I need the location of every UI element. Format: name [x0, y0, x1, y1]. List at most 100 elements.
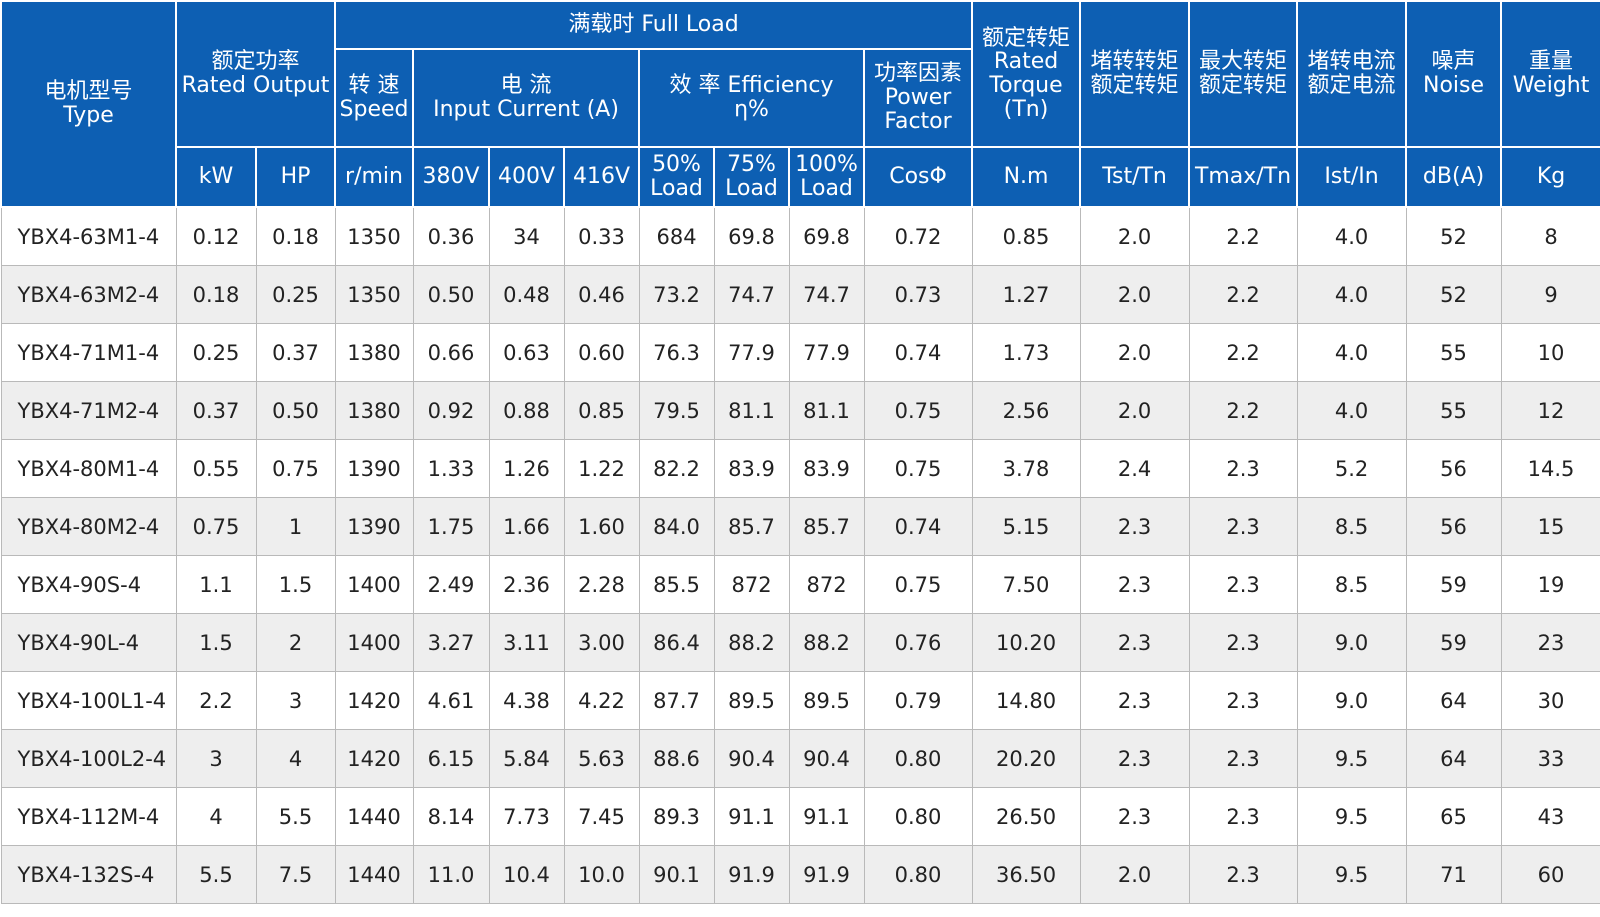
cell-noise: 52: [1405, 265, 1502, 324]
cell-noise: 56: [1405, 497, 1502, 556]
cell-ist-in: 9.0: [1296, 613, 1407, 672]
cell-weight: 19: [1500, 555, 1600, 614]
cell-eff-100: 69.8: [788, 206, 865, 266]
unit-ist-in: Ist/In: [1296, 146, 1408, 208]
cell-tst-tn: 2.0: [1079, 265, 1190, 324]
cell-current-400v: 1.66: [488, 497, 565, 556]
cell-rated-torque: 20.20: [971, 729, 1081, 788]
cell-hp: 0.75: [255, 439, 336, 498]
cell-tmax-tn: 2.2: [1188, 206, 1298, 266]
cell-model: YBX4-90L-4: [0, 613, 177, 672]
cell-tmax-tn: 2.2: [1188, 265, 1298, 324]
table-row: YBX4-80M1-4 0.55 0.75 1390 1.33 1.26 1.22 82.2 8…: [0, 439, 1600, 498]
cell-weight: 60: [1500, 845, 1600, 904]
cell-eff-50: 84.0: [638, 497, 715, 556]
cell-weight: 10: [1500, 323, 1600, 382]
cell-rated-torque: 7.50: [971, 555, 1081, 614]
cell-eff-50: 85.5: [638, 555, 715, 614]
cell-tst-tn: 2.3: [1079, 671, 1190, 730]
cell-eff-50: 86.4: [638, 613, 715, 672]
cell-eff-100: 872: [788, 555, 865, 614]
cell-kw: 0.18: [175, 265, 257, 324]
cell-current-416v: 4.22: [563, 671, 640, 730]
cell-power-factor: 0.74: [863, 323, 973, 382]
cell-eff-75: 69.8: [713, 206, 790, 266]
cell-ist-in: 5.2: [1296, 439, 1407, 498]
cell-current-400v: 5.84: [488, 729, 565, 788]
cell-rated-torque: 0.85: [971, 206, 1081, 266]
cell-weight: 33: [1500, 729, 1600, 788]
cell-ist-in: 9.0: [1296, 671, 1407, 730]
cell-power-factor: 0.75: [863, 381, 973, 440]
cell-eff-75: 74.7: [713, 265, 790, 324]
unit-kg: Kg: [1500, 146, 1600, 208]
cell-power-factor: 0.72: [863, 206, 973, 266]
table-row: YBX4-100L1-4 2.2 3 1420 4.61 4.38 4.22 87.7 89.5…: [0, 671, 1600, 730]
cell-current-380v: 4.61: [412, 671, 490, 730]
cell-rated-torque: 26.50: [971, 787, 1081, 846]
unit-tmax-tn: Tmax/Tn: [1188, 146, 1299, 208]
cell-noise: 59: [1405, 555, 1502, 614]
cell-hp: 2: [255, 613, 336, 672]
cell-eff-100: 77.9: [788, 323, 865, 382]
cell-noise: 65: [1405, 787, 1502, 846]
cell-current-380v: 2.49: [412, 555, 490, 614]
cell-speed: 1350: [334, 265, 414, 324]
cell-power-factor: 0.79: [863, 671, 973, 730]
table-row: YBX4-71M2-4 0.37 0.50 1380 0.92 0.88 0.85 79.5 8…: [0, 381, 1600, 440]
cell-weight: 8: [1500, 206, 1600, 266]
cell-kw: 0.37: [175, 381, 257, 440]
cell-eff-100: 91.1: [788, 787, 865, 846]
cell-rated-torque: 1.73: [971, 323, 1081, 382]
cell-current-416v: 0.46: [563, 265, 640, 324]
cell-weight: 12: [1500, 381, 1600, 440]
cell-noise: 52: [1405, 206, 1502, 266]
cell-eff-50: 73.2: [638, 265, 715, 324]
cell-eff-75: 91.9: [713, 845, 790, 904]
cell-current-380v: 0.50: [412, 265, 490, 324]
cell-noise: 64: [1405, 671, 1502, 730]
unit-400v: 400V: [488, 146, 566, 208]
cell-current-380v: 1.33: [412, 439, 490, 498]
unit-dba: dB(A): [1405, 146, 1503, 208]
cell-eff-75: 83.9: [713, 439, 790, 498]
cell-current-416v: 3.00: [563, 613, 640, 672]
cell-tmax-tn: 2.2: [1188, 323, 1298, 382]
cell-speed: 1380: [334, 381, 414, 440]
cell-hp: 0.37: [255, 323, 336, 382]
cell-current-400v: 2.36: [488, 555, 565, 614]
cell-model: YBX4-63M1-4: [0, 206, 177, 266]
cell-eff-100: 90.4: [788, 729, 865, 788]
cell-current-400v: 10.4: [488, 845, 565, 904]
cell-rated-torque: 3.78: [971, 439, 1081, 498]
cell-current-416v: 0.85: [563, 381, 640, 440]
cell-weight: 15: [1500, 497, 1600, 556]
cell-eff-100: 91.9: [788, 845, 865, 904]
cell-power-factor: 0.75: [863, 555, 973, 614]
cell-eff-75: 81.1: [713, 381, 790, 440]
table-row: YBX4-112M-4 4 5.5 1440 8.14 7.73 7.45 89.3 91.1 9…: [0, 787, 1600, 846]
cell-speed: 1440: [334, 845, 414, 904]
cell-tmax-tn: 2.3: [1188, 497, 1298, 556]
cell-hp: 1.5: [255, 555, 336, 614]
unit-tst-tn: Tst/Tn: [1079, 146, 1191, 208]
cell-eff-75: 872: [713, 555, 790, 614]
cell-kw: 2.2: [175, 671, 257, 730]
cell-power-factor: 0.80: [863, 845, 973, 904]
cell-weight: 23: [1500, 613, 1600, 672]
table-body: YBX4-63M1-4 0.12 0.18 1350 0.36 34 0.33 684 69.8…: [0, 206, 1600, 904]
cell-current-400v: 0.63: [488, 323, 565, 382]
cell-eff-50: 87.7: [638, 671, 715, 730]
cell-kw: 5.5: [175, 845, 257, 904]
header-rated-torque: 额定转矩 Rated Torque (Tn): [971, 0, 1082, 148]
cell-current-416v: 1.60: [563, 497, 640, 556]
table-row: YBX4-63M1-4 0.12 0.18 1350 0.36 34 0.33 684 69.8…: [0, 206, 1600, 266]
header-efficiency: 效 率 Efficiency η%: [638, 48, 866, 148]
cell-noise: 55: [1405, 323, 1502, 382]
cell-current-380v: 11.0: [412, 845, 490, 904]
cell-rated-torque: 36.50: [971, 845, 1081, 904]
cell-rated-torque: 2.56: [971, 381, 1081, 440]
cell-model: YBX4-100L1-4: [0, 671, 177, 730]
cell-power-factor: 0.74: [863, 497, 973, 556]
